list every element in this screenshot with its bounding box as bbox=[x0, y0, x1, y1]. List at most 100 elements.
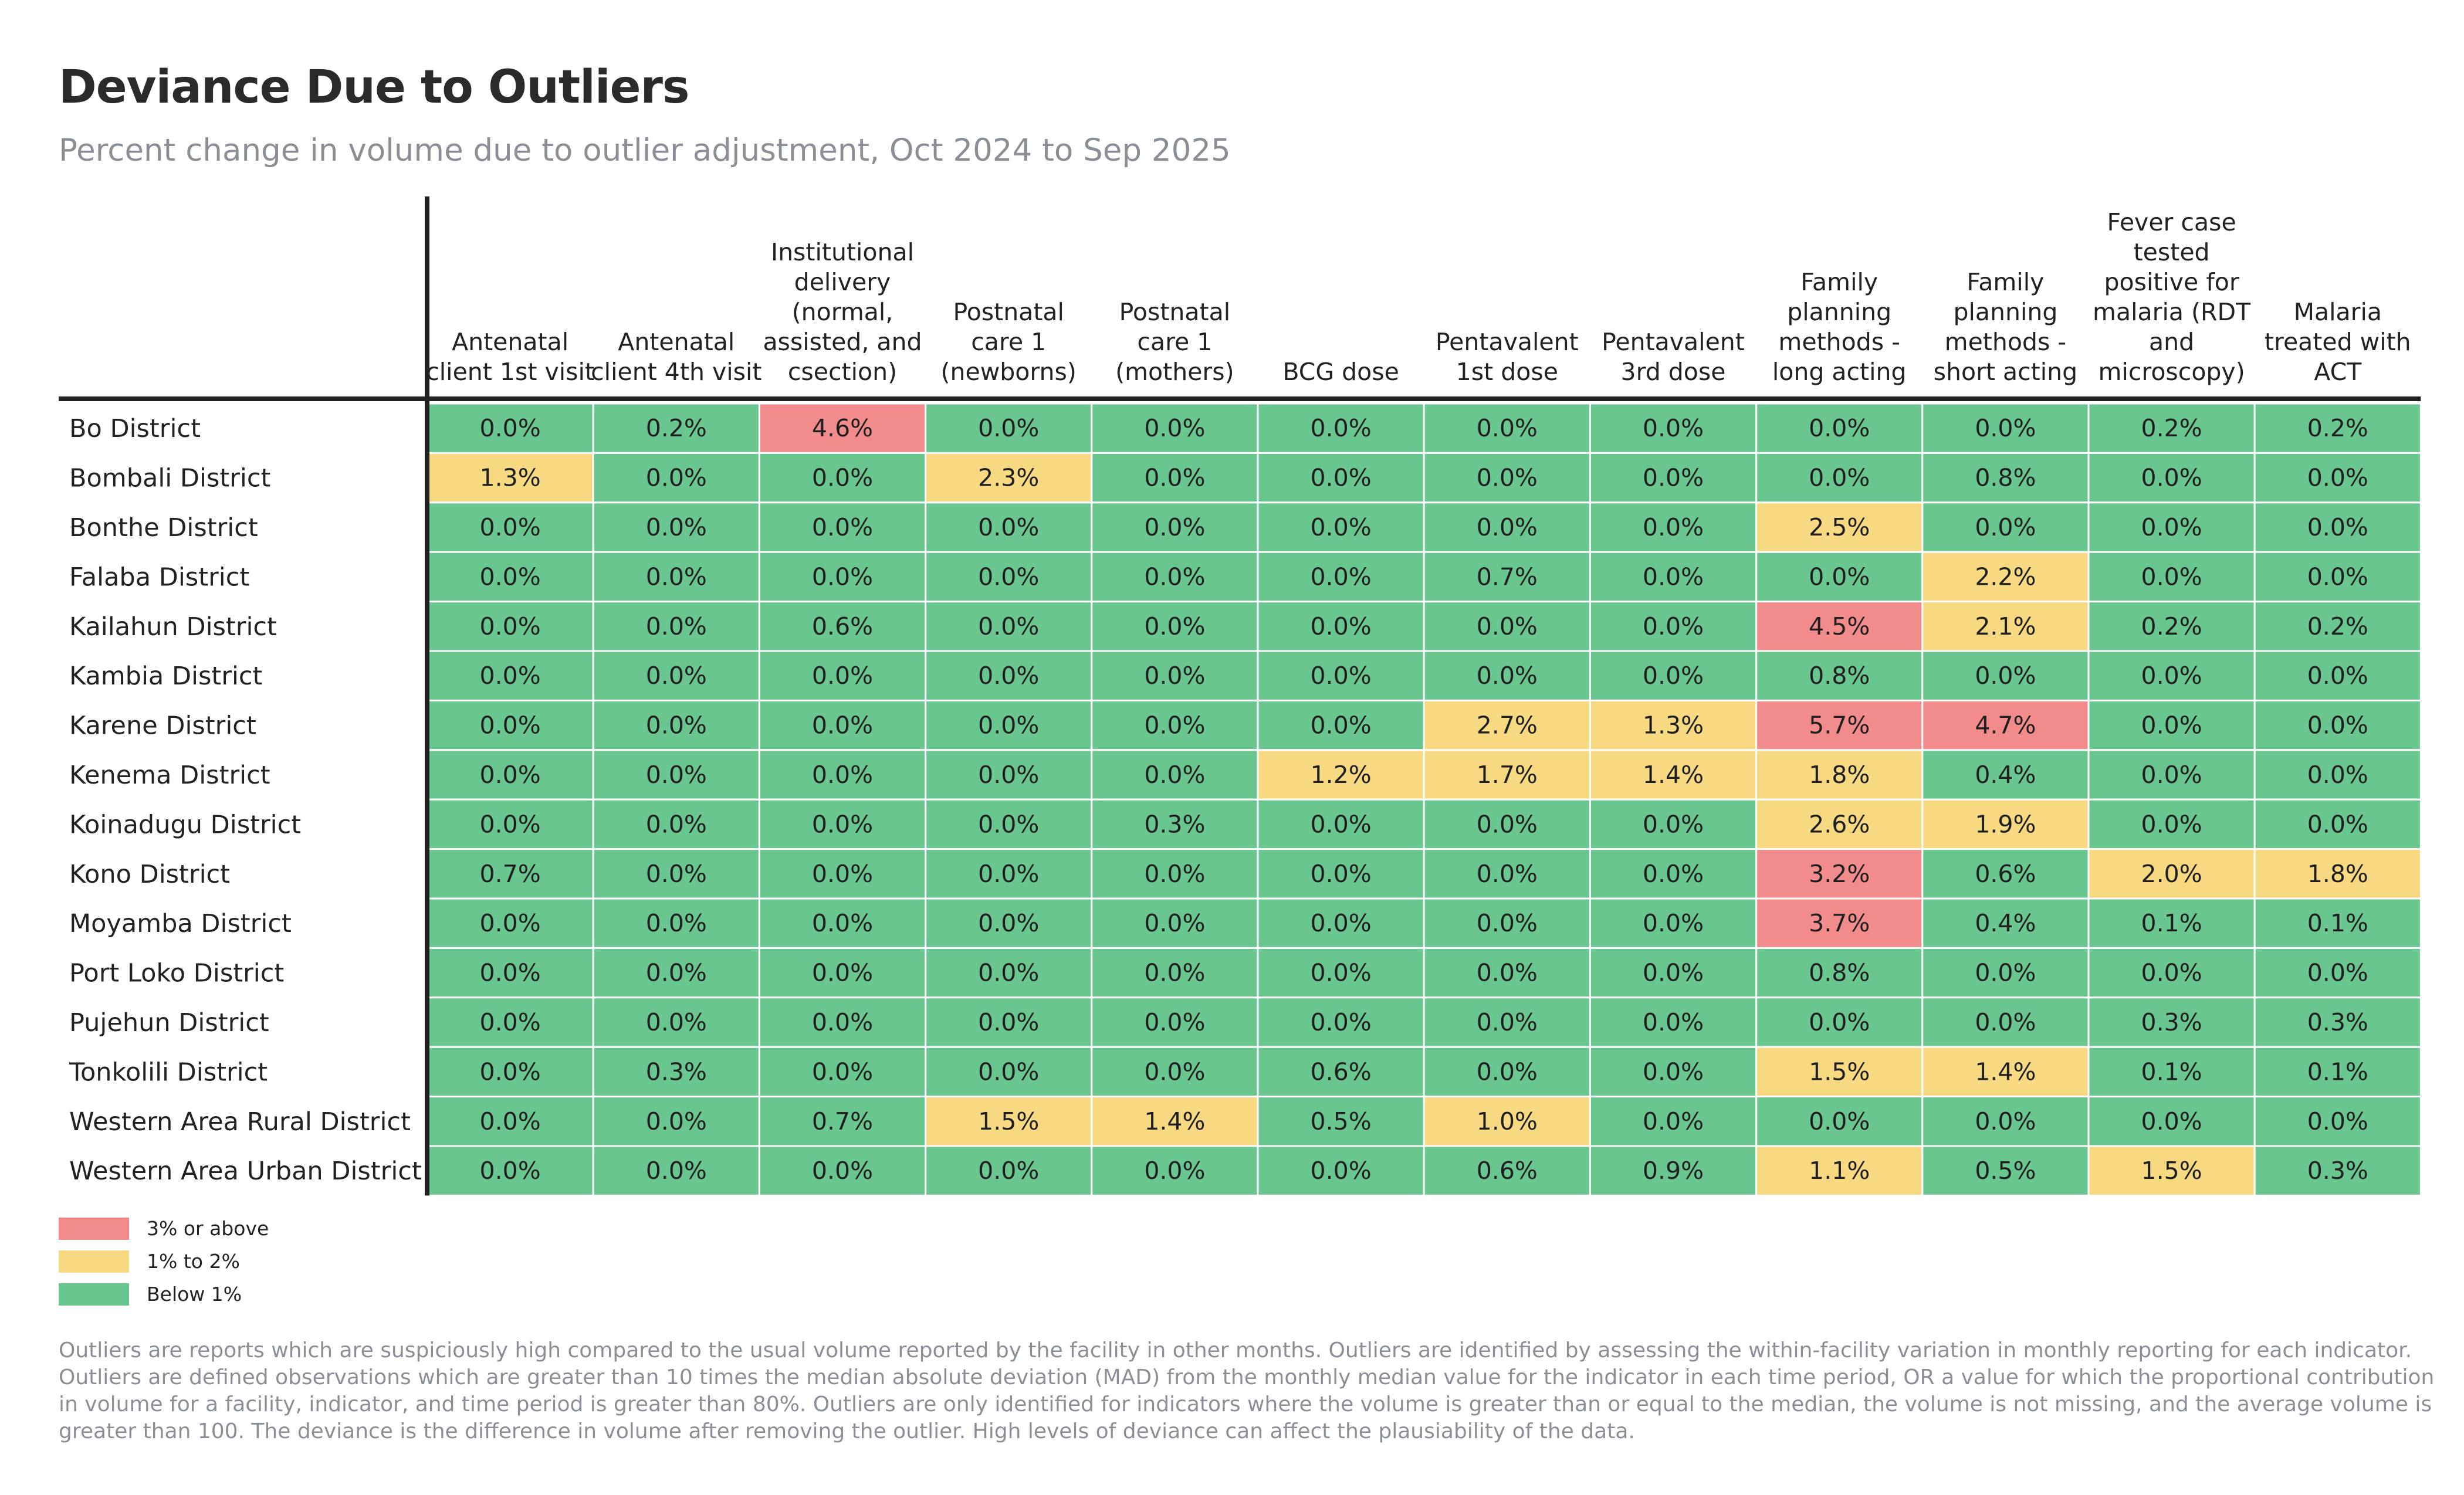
cell-value-label: 0.0% bbox=[480, 959, 541, 987]
legend-swatch bbox=[59, 1218, 129, 1240]
cell-value-label: 0.3% bbox=[646, 1057, 707, 1086]
cell-value-label: 0.0% bbox=[2307, 810, 2368, 838]
cell-value-label: 0.0% bbox=[2141, 513, 2202, 541]
heatmap-cell bbox=[1589, 996, 1758, 1048]
heatmap-cell bbox=[592, 601, 760, 652]
heatmap-cell bbox=[2087, 1145, 2256, 1196]
cell-value-label: 0.0% bbox=[978, 909, 1039, 937]
cell-value-label: 0.0% bbox=[480, 562, 541, 591]
cell-value-label: 0.1% bbox=[2307, 1057, 2368, 1086]
cell-value-label: 0.0% bbox=[1144, 464, 1205, 492]
cell-value-label: 0.0% bbox=[1144, 959, 1205, 987]
cell-value-label: 0.0% bbox=[1311, 513, 1372, 541]
column-header: Malaria treated with ACT bbox=[2265, 298, 2411, 386]
cell-value-label: 0.0% bbox=[1975, 959, 2036, 987]
cell-value-label: 1.3% bbox=[480, 464, 541, 492]
heatmap-cell bbox=[2087, 501, 2256, 553]
cell-value-label: 0.0% bbox=[812, 562, 873, 591]
column-header: Fever case tested positive for malaria (RDT… bbox=[2093, 208, 2251, 386]
heatmap-cell bbox=[1257, 501, 1425, 553]
heatmap-cell bbox=[1755, 749, 1924, 801]
heatmap-cell bbox=[592, 452, 760, 504]
column-header: Pentavalent 1st dose bbox=[1436, 328, 1579, 386]
cell-value-label: 0.0% bbox=[1311, 414, 1372, 442]
heatmap-cell bbox=[2087, 1096, 2256, 1147]
cell-value-label: 0.2% bbox=[2307, 612, 2368, 640]
cell-value-label: 0.0% bbox=[1809, 464, 1870, 492]
cell-value-label: 0.0% bbox=[2141, 464, 2202, 492]
row-label: Pujehun District bbox=[69, 1008, 269, 1038]
heatmap-cell bbox=[1755, 1046, 1924, 1098]
cell-value-label: 0.0% bbox=[1477, 464, 1538, 492]
cell-value-label: 0.0% bbox=[1643, 959, 1704, 987]
cell-value-label: 0.0% bbox=[646, 909, 707, 937]
heatmap-cell bbox=[2253, 551, 2422, 603]
heatmap-cell bbox=[1423, 501, 1591, 553]
cell-value-label: 0.0% bbox=[1643, 1057, 1704, 1086]
cell-value-label: 0.0% bbox=[480, 1107, 541, 1135]
cell-value-label: 0.9% bbox=[1643, 1157, 1704, 1185]
heatmap-cell bbox=[925, 699, 1093, 751]
column-header: Family planning methods -short acting bbox=[1934, 268, 2078, 386]
cell-value-label: 1.9% bbox=[1975, 810, 2036, 838]
cell-value-label: 0.0% bbox=[480, 909, 541, 937]
cell-value-label: 2.2% bbox=[1975, 562, 2036, 591]
cell-value-label: 0.0% bbox=[1144, 612, 1205, 640]
heatmap-cell bbox=[758, 699, 927, 751]
cell-value-label: 0.0% bbox=[2307, 1107, 2368, 1135]
cell-value-label: 0.0% bbox=[2141, 810, 2202, 838]
heatmap-cell bbox=[1423, 402, 1591, 454]
cell-value-label: 0.0% bbox=[1643, 414, 1704, 442]
cell-value-label: 1.5% bbox=[2141, 1157, 2202, 1185]
cell-value-label: 0.0% bbox=[978, 562, 1039, 591]
cell-value-label: 0.0% bbox=[1643, 909, 1704, 937]
heatmap-cell bbox=[2087, 897, 2256, 949]
heatmap-cell bbox=[758, 601, 927, 652]
heatmap-cell bbox=[1423, 848, 1591, 900]
heatmap-cell bbox=[758, 947, 927, 999]
heatmap-cell bbox=[1257, 402, 1425, 454]
cell-value-label: 0.0% bbox=[1477, 860, 1538, 888]
cell-value-label: 0.0% bbox=[2141, 761, 2202, 789]
cell-value-label: 0.0% bbox=[1144, 860, 1205, 888]
heatmap-cell bbox=[2253, 402, 2422, 454]
heatmap-cell bbox=[1921, 402, 2090, 454]
cell-value-label: 0.0% bbox=[812, 860, 873, 888]
legend-swatch bbox=[59, 1250, 129, 1273]
cell-value-label: 0.0% bbox=[1477, 810, 1538, 838]
heatmap-cell bbox=[925, 551, 1093, 603]
heatmap-cell bbox=[2087, 650, 2256, 701]
cell-value-label: 0.0% bbox=[480, 1057, 541, 1086]
cell-value-label: 0.8% bbox=[1975, 464, 2036, 492]
cell-value-label: 0.0% bbox=[2307, 464, 2368, 492]
cell-value-label: 1.4% bbox=[1975, 1057, 2036, 1086]
cell-value-label: 0.0% bbox=[978, 662, 1039, 690]
heatmap-cell bbox=[758, 501, 927, 553]
cell-value-label: 0.0% bbox=[812, 761, 873, 789]
cell-value-label: 1.0% bbox=[1477, 1107, 1538, 1135]
cell-value-label: 0.4% bbox=[1975, 909, 2036, 937]
cell-value-label: 0.0% bbox=[1477, 513, 1538, 541]
cell-value-label: 0.0% bbox=[480, 662, 541, 690]
cell-value-label: 0.0% bbox=[812, 513, 873, 541]
cell-value-label: 0.0% bbox=[646, 612, 707, 640]
heatmap-cell bbox=[1091, 402, 1259, 454]
cell-value-label: 0.0% bbox=[2307, 662, 2368, 690]
cell-value-label: 0.0% bbox=[1311, 1008, 1372, 1036]
column-header: BCG dose bbox=[1282, 358, 1399, 386]
heatmap-cell bbox=[1755, 897, 1924, 949]
cell-value-label: 0.0% bbox=[1643, 1107, 1704, 1135]
deviance-heatmap: 0.0% 0.2% 4.6% 0.0% 0.0% 0.0% 0.0% 0.0% 0.0% 0.0%… bbox=[59, 196, 2422, 1306]
heatmap-cell bbox=[925, 501, 1093, 553]
heatmap-cell bbox=[758, 798, 927, 850]
row-label: Kailahun District bbox=[69, 612, 277, 642]
cell-value-label: 0.0% bbox=[978, 711, 1039, 740]
cell-value-label: 0.0% bbox=[1643, 562, 1704, 591]
heatmap-cell bbox=[1423, 601, 1591, 652]
heatmap-cell bbox=[2253, 1145, 2422, 1196]
heatmap-cell bbox=[925, 1145, 1093, 1196]
cell-value-label: 2.5% bbox=[1809, 513, 1870, 541]
heatmap-cell bbox=[2253, 501, 2422, 553]
heatmap-cell bbox=[2253, 699, 2422, 751]
row-label: Moyamba District bbox=[69, 909, 292, 938]
